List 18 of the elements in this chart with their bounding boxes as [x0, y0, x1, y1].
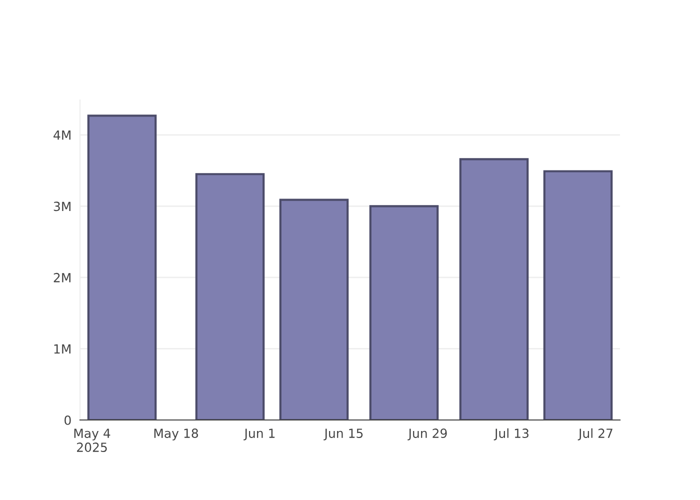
x-tick-label: Jul 13 — [494, 428, 528, 440]
y-tick-label: 4M — [54, 130, 70, 140]
bar — [543, 170, 613, 420]
bar — [279, 198, 349, 420]
bar — [87, 114, 157, 420]
bar — [369, 205, 439, 420]
bar — [195, 173, 265, 420]
x-tick-label: May 4 2025 — [74, 428, 110, 452]
x-tick-label: Jul 27 — [578, 428, 612, 440]
x-tick-label: Jun 15 — [324, 428, 363, 440]
bar — [459, 158, 529, 420]
x-tick-label: Jun 1 — [244, 428, 275, 440]
x-tick-label: Jun 29 — [408, 428, 447, 440]
y-tick-label: 0 — [64, 415, 71, 425]
y-tick-label: 3M — [54, 202, 70, 212]
y-tick-label: 1M — [54, 344, 70, 354]
x-tick-label: May 18 — [154, 428, 198, 440]
y-tick-label: 2M — [54, 272, 70, 282]
